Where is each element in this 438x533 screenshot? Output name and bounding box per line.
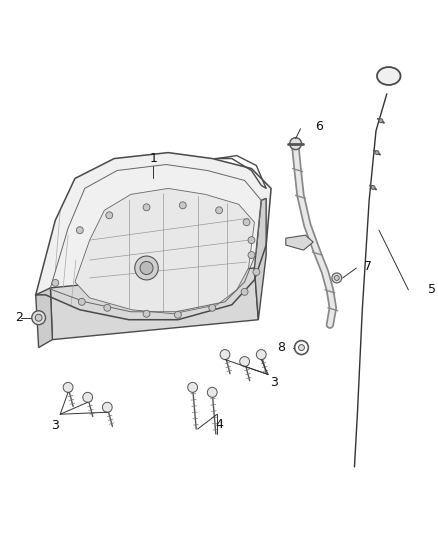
Circle shape — [174, 311, 181, 318]
Polygon shape — [50, 268, 258, 340]
Circle shape — [35, 314, 42, 321]
Text: 5: 5 — [428, 284, 436, 296]
Text: 4: 4 — [215, 418, 223, 431]
Text: 3: 3 — [270, 376, 278, 389]
Circle shape — [299, 345, 304, 351]
Text: 8: 8 — [277, 341, 285, 354]
Polygon shape — [75, 188, 254, 314]
Circle shape — [32, 311, 46, 325]
Circle shape — [240, 357, 250, 367]
Circle shape — [253, 269, 260, 276]
Circle shape — [63, 382, 73, 392]
Text: 6: 6 — [315, 120, 323, 133]
Text: 7: 7 — [364, 260, 372, 272]
Polygon shape — [36, 152, 271, 320]
Circle shape — [76, 227, 83, 233]
Circle shape — [215, 207, 223, 214]
Polygon shape — [254, 198, 266, 320]
Circle shape — [104, 304, 111, 311]
Circle shape — [248, 237, 255, 244]
Circle shape — [78, 298, 85, 305]
Circle shape — [143, 204, 150, 211]
Circle shape — [209, 304, 215, 311]
Circle shape — [332, 273, 342, 283]
Circle shape — [207, 387, 217, 397]
Circle shape — [243, 219, 250, 225]
Circle shape — [241, 288, 248, 295]
Circle shape — [290, 138, 301, 150]
Circle shape — [106, 212, 113, 219]
Circle shape — [52, 279, 59, 286]
Circle shape — [135, 256, 158, 280]
Circle shape — [188, 382, 198, 392]
Circle shape — [371, 185, 375, 189]
Circle shape — [375, 151, 379, 155]
Circle shape — [143, 310, 150, 317]
Circle shape — [379, 119, 383, 123]
Circle shape — [334, 276, 339, 280]
Ellipse shape — [377, 67, 400, 85]
Circle shape — [256, 350, 266, 360]
Polygon shape — [36, 288, 53, 348]
Circle shape — [83, 392, 92, 402]
Text: 3: 3 — [51, 418, 59, 432]
Text: 2: 2 — [15, 311, 23, 324]
Circle shape — [180, 202, 186, 209]
Circle shape — [220, 350, 230, 360]
Text: 1: 1 — [149, 152, 157, 165]
Circle shape — [102, 402, 112, 412]
Circle shape — [140, 261, 153, 274]
Circle shape — [248, 252, 255, 259]
Polygon shape — [286, 235, 313, 250]
